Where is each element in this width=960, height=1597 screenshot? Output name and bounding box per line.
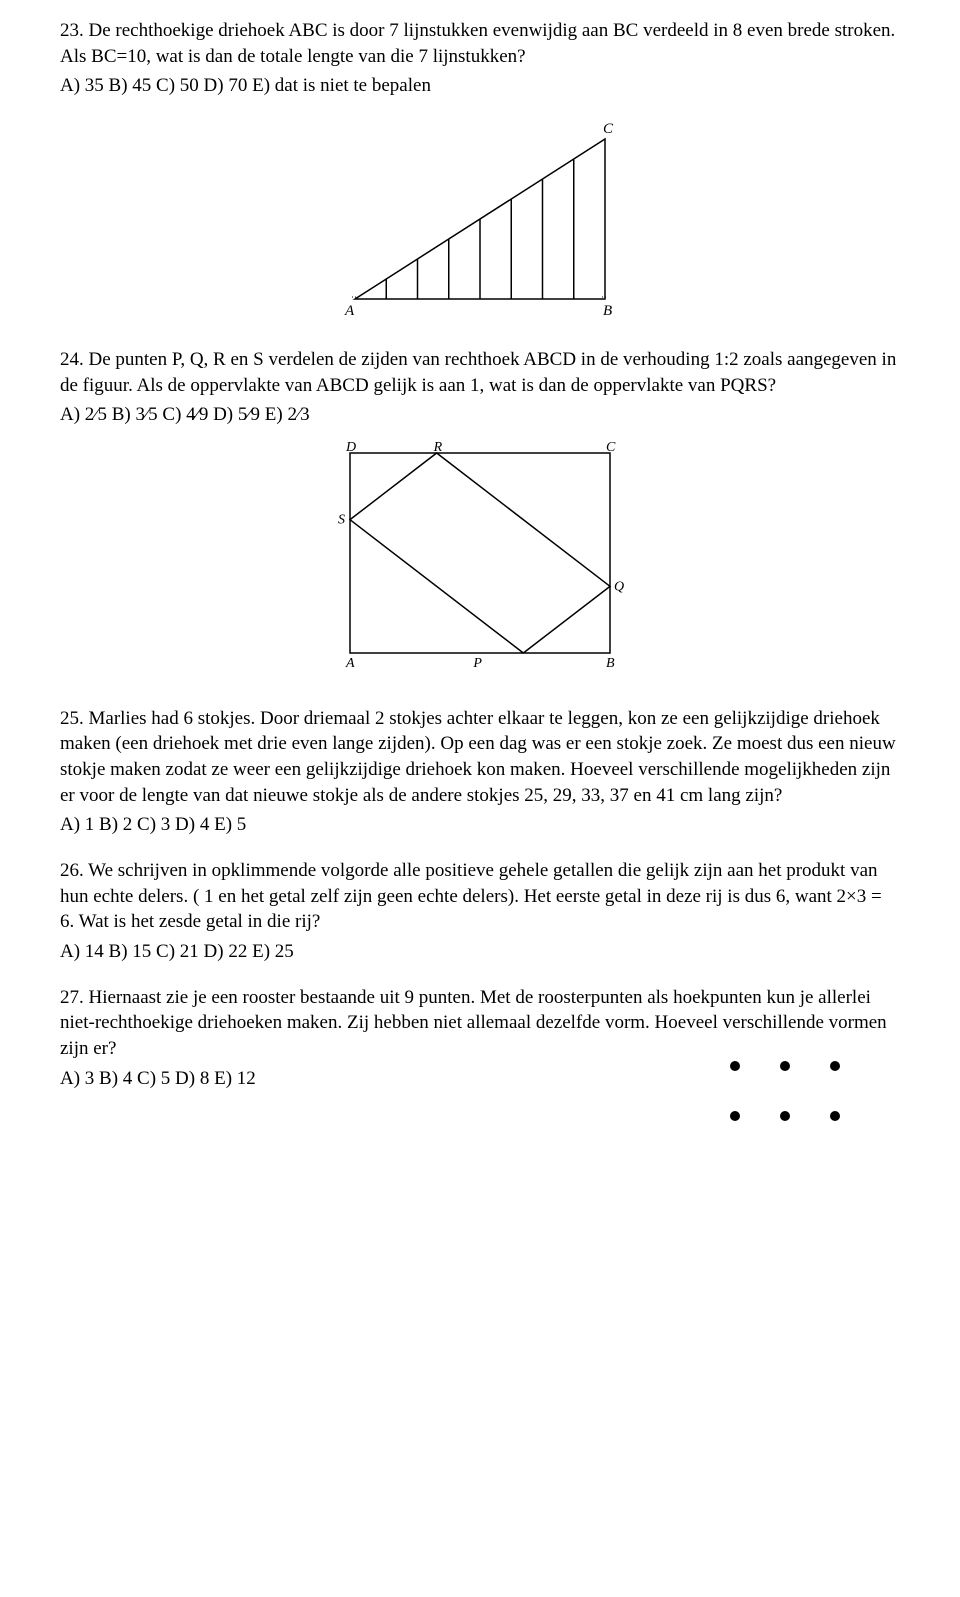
q23-text: 23. De rechthoekige driehoek ABC is door… bbox=[60, 18, 900, 69]
svg-text:A: A bbox=[345, 656, 355, 671]
svg-text:Q: Q bbox=[614, 579, 624, 594]
svg-text:R: R bbox=[433, 440, 443, 455]
q25-answers: A) 1 B) 2 C) 3 D) 4 E) 5 bbox=[60, 812, 900, 838]
q26-text: 26. We schrijven in opklimmende volgorde… bbox=[60, 858, 900, 935]
q27-text: 27. Hiernaast zie je een rooster bestaan… bbox=[60, 985, 900, 1062]
q26-answers: A) 14 B) 15 C) 21 D) 22 E) 25 bbox=[60, 939, 900, 965]
svg-text:B: B bbox=[603, 303, 612, 319]
svg-text:C: C bbox=[606, 440, 616, 455]
svg-text:D: D bbox=[345, 440, 356, 455]
svg-text:A: A bbox=[344, 303, 355, 319]
svg-text:P: P bbox=[472, 656, 482, 671]
q24-figure: D R C S Q A P B bbox=[330, 438, 630, 678]
q25-text: 25. Marlies had 6 stokjes. Door driemaal… bbox=[60, 706, 900, 809]
q23-figure: A B C bbox=[335, 119, 625, 319]
q27-figure bbox=[720, 1056, 870, 1166]
svg-text:B: B bbox=[606, 656, 615, 671]
q23-answers: A) 35 B) 45 C) 50 D) 70 E) dat is niet t… bbox=[60, 73, 900, 99]
svg-text:C: C bbox=[603, 121, 614, 137]
q24-text: 24. De punten P, Q, R en S verdelen de z… bbox=[60, 347, 900, 398]
svg-text:S: S bbox=[338, 513, 345, 528]
q24-answers: A) 2⁄5 B) 3⁄5 C) 4⁄9 D) 5⁄9 E) 2⁄3 bbox=[60, 402, 900, 428]
